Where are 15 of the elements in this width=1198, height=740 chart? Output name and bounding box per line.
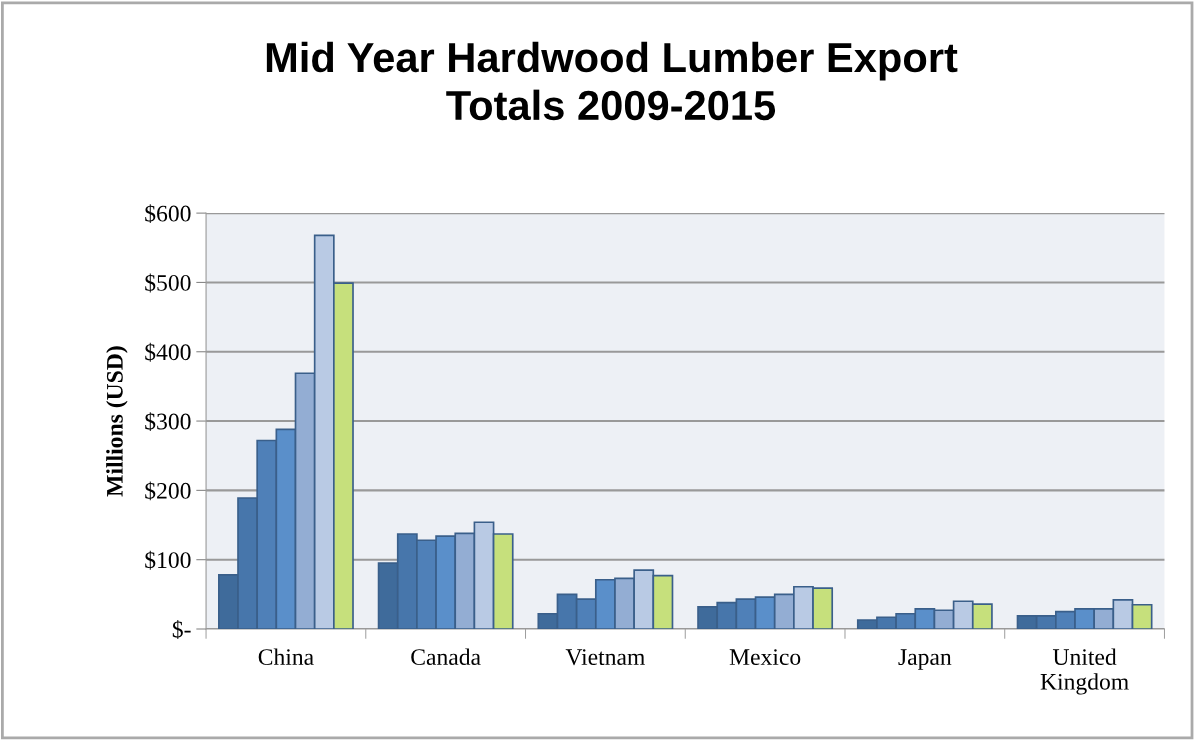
y-tick-label: $400	[145, 342, 191, 362]
x-tick-label: Mexico	[729, 649, 801, 666]
y-tick-label: $-	[172, 620, 191, 639]
y-tick-label: $100	[145, 550, 191, 570]
chart-title: Mid Year Hardwood Lumber Export Totals 2009-2015	[266, 41, 958, 121]
y-tick-label: $600	[145, 204, 191, 224]
y-tick-label: $200	[145, 481, 191, 501]
y-axis-title: Millions (USD)	[106, 346, 128, 497]
y-tick-label: $500	[145, 273, 191, 293]
x-tick-label: Japan	[898, 649, 952, 670]
x-tick-label: China	[258, 648, 314, 666]
x-tick-label: Vietnam	[565, 649, 645, 666]
x-tick-label: Canada	[411, 648, 481, 666]
y-tick-label: $300	[145, 412, 191, 432]
x-tick-label: United Kingdom	[1040, 648, 1129, 695]
